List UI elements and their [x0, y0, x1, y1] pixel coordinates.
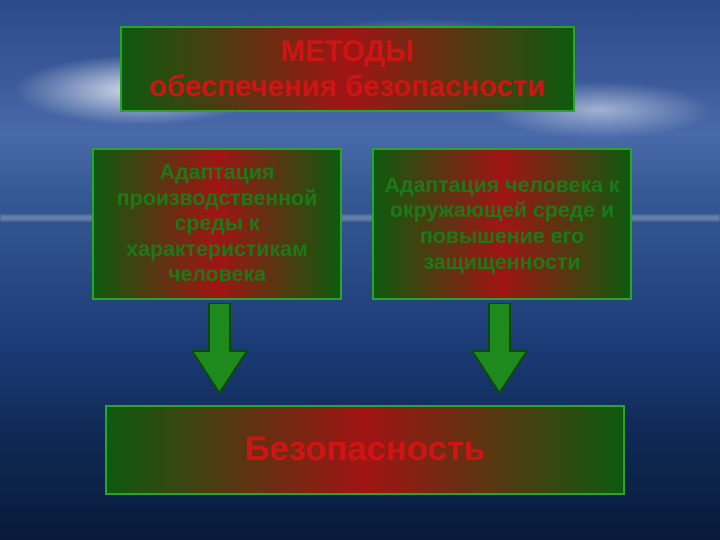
result-text: Безопасность — [245, 429, 485, 471]
arrow-down-right — [472, 303, 527, 393]
left-method-box: Адаптация производственной среды к харак… — [92, 148, 342, 300]
title-text: МЕТОДЫ обеспечения безопасности — [149, 34, 545, 104]
diagram-stage: МЕТОДЫ обеспечения безопасности Адаптаци… — [0, 0, 720, 540]
right-method-text: Адаптация человека к окружающей среде и … — [384, 173, 620, 275]
left-method-text: Адаптация производственной среды к харак… — [104, 160, 330, 288]
title-box: МЕТОДЫ обеспечения безопасности — [120, 26, 575, 112]
right-method-box: Адаптация человека к окружающей среде и … — [372, 148, 632, 300]
result-box: Безопасность — [105, 405, 625, 495]
title-line-1: МЕТОДЫ — [281, 35, 414, 68]
arrow-down-left — [192, 303, 247, 393]
title-line-2: обеспечения безопасности — [149, 70, 545, 103]
